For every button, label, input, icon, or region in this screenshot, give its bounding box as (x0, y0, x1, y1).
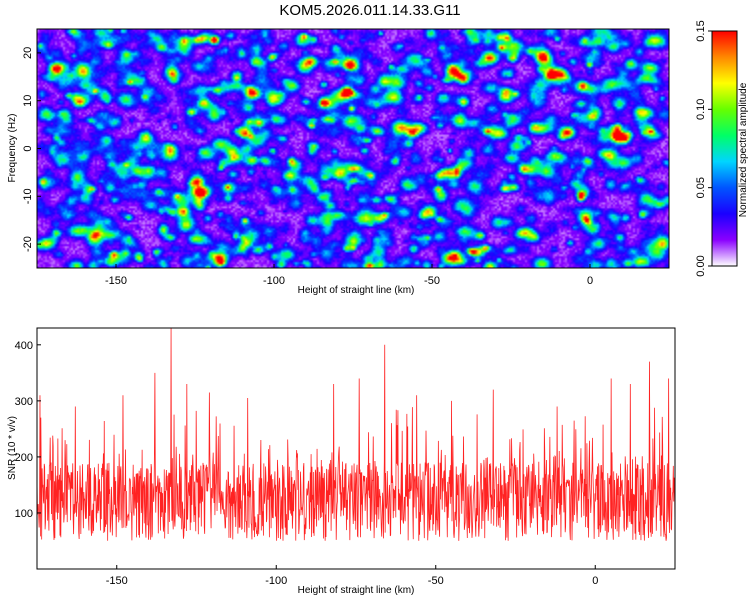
colorbar-gradient (711, 30, 738, 267)
snr-x-axis-label: Height of straight line (km) (298, 585, 415, 596)
spectrogram-x-tick-label: -100 (263, 275, 285, 287)
snr-x-tick-label: 0 (592, 575, 598, 587)
spectrogram-x-axis-label: Height of straight line (km) (298, 285, 415, 296)
colorbar-ticks: 0.00 0.05 0.10 0.15 (695, 20, 712, 277)
spectrogram-x-tick-label: -50 (424, 275, 440, 287)
spectrogram-y-tick-label: 20 (22, 47, 34, 59)
colorbar-tick-label: 0.00 (695, 255, 707, 276)
snr-y-tick-label: 100 (15, 508, 33, 520)
colorbar-tick-label: 0.05 (695, 177, 707, 198)
spectrogram-y-ticks: -20 -10 0 10 20 (22, 47, 41, 252)
snr-y-tick-label: 400 (15, 340, 33, 352)
snr-plot-background (37, 328, 675, 569)
spectrogram-y-tick-label: 0 (22, 145, 34, 151)
spectrogram-x-tick-label: -150 (105, 275, 127, 287)
snr-frame (36, 327, 676, 570)
colorbar-tick-label: 0.10 (695, 99, 707, 120)
spectrogram-y-tick-label: 10 (22, 95, 34, 107)
snr-x-tick-label: -50 (428, 575, 444, 587)
spectrogram-y-tick-label: -10 (22, 188, 34, 204)
spectrogram-y-tick-label: -20 (22, 236, 34, 252)
chart-title: KOM5.2026.011.14.33.G11 (279, 2, 460, 19)
spectrogram-x-tick-label: 0 (587, 275, 593, 287)
snr-series-line (37, 328, 675, 541)
colorbar-label: Normalized spectral amplitude (738, 82, 749, 217)
snr-y-ticks: 100 200 300 400 (15, 340, 41, 520)
snr-y-tick-label: 300 (15, 396, 33, 408)
snr-panel: -150 -100 -50 0 100 200 300 400 Height of stra… (7, 327, 676, 596)
spectrogram-heatmap (37, 29, 669, 268)
spectrogram-y-axis-label: Frequency (Hz) (7, 114, 18, 183)
spectrogram-x-ticks: -150 -100 -50 0 (105, 264, 593, 287)
colorbar-tick-label: 0.15 (695, 20, 707, 41)
snr-y-tick-label: 200 (15, 452, 33, 464)
colorbar: 0.00 0.05 0.10 0.15 Normalized spectral amp… (695, 20, 749, 276)
snr-x-ticks: -150 -100 -50 0 (106, 565, 598, 587)
snr-x-tick-label: -150 (106, 575, 128, 587)
snr-y-axis-label: SNR (10 * v/v) (7, 416, 18, 480)
snr-x-tick-label: -100 (265, 575, 287, 587)
